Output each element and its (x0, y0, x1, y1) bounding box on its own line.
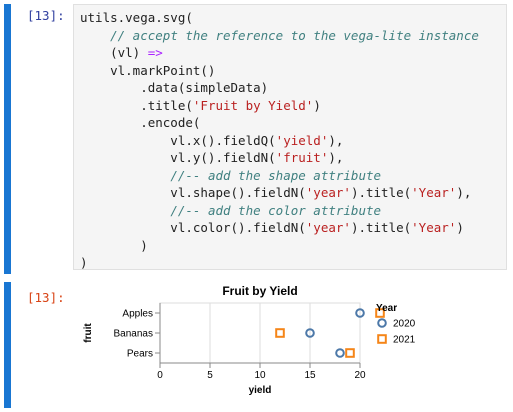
output-cell: [13]: Fruit by Yield 0 5 10 15 20 Apples Bana… (0, 282, 513, 412)
x-tick-label: 0 (157, 370, 163, 381)
data-point-circle (335, 348, 345, 358)
x-axis: 0 5 10 15 20 (157, 362, 366, 381)
code-line[interactable]: .data(simpleData) (80, 80, 269, 95)
output-prompt: [13]: (27, 290, 65, 305)
input-prompt: [13]: (27, 8, 65, 23)
data-point-square (275, 328, 285, 338)
code-line[interactable]: .title('Fruit by Yield') (80, 97, 321, 113)
code-line[interactable]: ) (80, 255, 88, 270)
y-tick-label: Bananas (114, 329, 153, 340)
data-point-square (375, 308, 385, 318)
legend-symbol-circle (377, 318, 387, 328)
legend-title: Year (376, 303, 397, 314)
code-line[interactable]: //-- add the shape attribute (170, 167, 382, 183)
code-editor[interactable]: utils.vega.svg( // accept the reference … (73, 4, 507, 270)
code-line[interactable]: vl.x().fieldQ('yield'), (80, 132, 344, 148)
code-line[interactable]: vl.color().fieldN('year').title('Year') (80, 220, 464, 235)
code-line[interactable]: ) (80, 237, 148, 253)
y-axis-label: fruit (83, 323, 94, 343)
data-point-circle (305, 328, 315, 338)
code-line[interactable]: vl.markPoint() (80, 62, 216, 78)
cell-selection-bar[interactable] (4, 4, 11, 274)
chart-legend: Year 2020 2021 (376, 303, 416, 346)
cell-output-bar[interactable] (4, 282, 11, 408)
code-line[interactable]: vl.y().fieldN('fruit'), (80, 150, 344, 165)
code-line[interactable]: .encode( (80, 115, 201, 130)
code-line[interactable]: utils.vega.svg( (80, 10, 193, 25)
legend-symbol-square (377, 334, 387, 344)
y-axis: Apples Bananas Pears (114, 303, 161, 363)
x-axis-label: yield (249, 385, 272, 396)
code-line[interactable]: //-- add the color attribute (170, 202, 382, 218)
input-cell[interactable]: [13]: utils.vega.svg( // accept the refe… (0, 0, 513, 276)
y-tick-label: Pears (127, 349, 153, 360)
y-tick-label: Apples (122, 309, 153, 320)
chart-marks (275, 308, 385, 358)
scatter-chart: Fruit by Yield 0 5 10 15 20 Apples Bananas Pea… (83, 284, 416, 396)
code-text[interactable]: utils.vega.svg( // accept the reference … (80, 9, 479, 272)
x-tick-label: 10 (254, 370, 266, 381)
data-point-circle (355, 308, 365, 318)
chart-title: Fruit by Yield (222, 284, 297, 298)
data-point-square (345, 348, 355, 358)
legend-label: 2021 (393, 335, 416, 346)
x-tick-label: 20 (354, 370, 366, 381)
code-line[interactable]: vl.shape().fieldN('year').title('Year'), (80, 185, 472, 200)
code-line[interactable]: // accept the reference to the vega-lite… (110, 27, 479, 43)
code-line[interactable]: (vl) => (80, 45, 163, 60)
x-tick-label: 5 (207, 370, 213, 381)
legend-label: 2020 (393, 319, 416, 330)
chart-grid (159, 303, 361, 363)
x-tick-label: 15 (304, 370, 316, 381)
